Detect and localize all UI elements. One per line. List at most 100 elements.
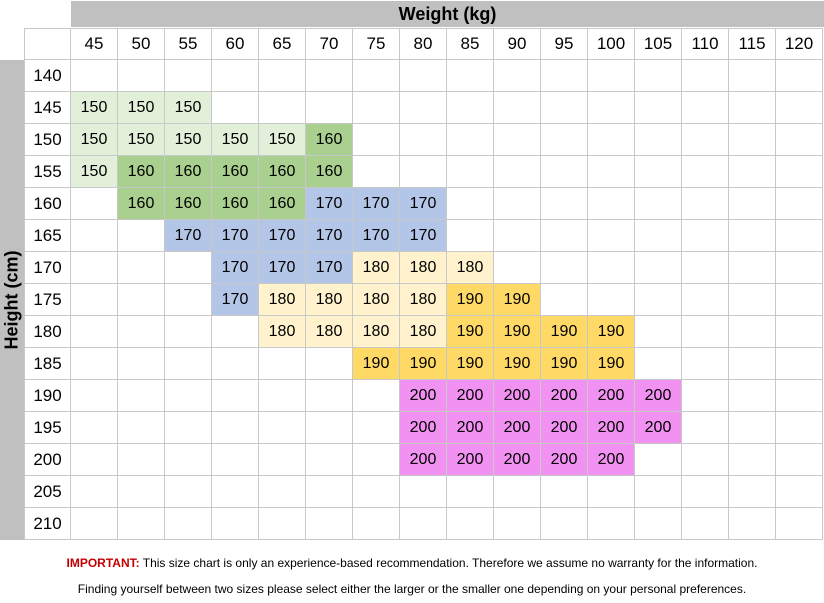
empty-cell bbox=[494, 124, 541, 156]
empty-cell bbox=[541, 252, 588, 284]
size-cell: 200 bbox=[447, 444, 494, 476]
empty-cell bbox=[776, 156, 823, 188]
empty-cell bbox=[729, 444, 776, 476]
empty-cell bbox=[165, 316, 212, 348]
weight-tick-label: 65 bbox=[259, 28, 306, 60]
empty-cell bbox=[212, 412, 259, 444]
size-cell: 150 bbox=[71, 156, 118, 188]
weight-tick-label: 100 bbox=[588, 28, 635, 60]
size-cell: 180 bbox=[306, 316, 353, 348]
size-cell: 200 bbox=[588, 444, 635, 476]
size-cell: 170 bbox=[400, 220, 447, 252]
empty-cell bbox=[400, 476, 447, 508]
size-cell: 190 bbox=[494, 348, 541, 380]
empty-cell bbox=[682, 284, 729, 316]
size-chart: Weight (kg) Height (cm) 45 50 55 60 65 70 75 80… bbox=[0, 1, 824, 540]
empty-cell bbox=[729, 188, 776, 220]
empty-cell bbox=[682, 188, 729, 220]
y-axis-title-box: Height (cm) bbox=[0, 60, 24, 540]
size-cell: 150 bbox=[259, 124, 306, 156]
size-cell: 180 bbox=[306, 284, 353, 316]
size-cell: 190 bbox=[353, 348, 400, 380]
empty-cell bbox=[118, 284, 165, 316]
height-tick-label: 175 bbox=[24, 284, 71, 316]
size-cell: 190 bbox=[494, 316, 541, 348]
grid-corner bbox=[24, 28, 71, 60]
empty-cell bbox=[635, 508, 682, 540]
size-cell: 170 bbox=[306, 188, 353, 220]
height-tick-label: 205 bbox=[24, 476, 71, 508]
empty-cell bbox=[353, 444, 400, 476]
empty-cell bbox=[494, 476, 541, 508]
note-line-2: Finding yourself between two sizes pleas… bbox=[77, 582, 747, 596]
size-cell: 180 bbox=[259, 284, 306, 316]
empty-cell bbox=[729, 60, 776, 92]
empty-cell bbox=[447, 188, 494, 220]
size-cell: 180 bbox=[259, 316, 306, 348]
empty-cell bbox=[118, 476, 165, 508]
empty-cell bbox=[165, 476, 212, 508]
empty-cell bbox=[71, 444, 118, 476]
empty-cell bbox=[588, 508, 635, 540]
weight-tick-label: 115 bbox=[729, 28, 776, 60]
empty-cell bbox=[729, 316, 776, 348]
empty-cell bbox=[400, 92, 447, 124]
empty-cell bbox=[635, 252, 682, 284]
empty-cell bbox=[306, 444, 353, 476]
size-cell: 170 bbox=[212, 220, 259, 252]
empty-cell bbox=[682, 220, 729, 252]
empty-cell bbox=[353, 60, 400, 92]
size-cell: 170 bbox=[353, 220, 400, 252]
empty-cell bbox=[400, 124, 447, 156]
empty-cell bbox=[588, 92, 635, 124]
empty-cell bbox=[259, 508, 306, 540]
empty-cell bbox=[71, 412, 118, 444]
empty-cell bbox=[729, 220, 776, 252]
weight-tick-label: 45 bbox=[71, 28, 118, 60]
empty-cell bbox=[682, 380, 729, 412]
size-cell: 190 bbox=[447, 316, 494, 348]
empty-cell bbox=[118, 348, 165, 380]
empty-cell bbox=[165, 284, 212, 316]
empty-cell bbox=[541, 284, 588, 316]
empty-cell bbox=[71, 348, 118, 380]
empty-cell bbox=[588, 60, 635, 92]
size-cell: 160 bbox=[165, 156, 212, 188]
y-axis-title: Height (cm) bbox=[1, 250, 22, 350]
empty-cell bbox=[447, 124, 494, 156]
empty-cell bbox=[447, 508, 494, 540]
size-cell: 200 bbox=[588, 412, 635, 444]
empty-cell bbox=[541, 156, 588, 188]
empty-cell bbox=[494, 252, 541, 284]
height-tick-label: 165 bbox=[24, 220, 71, 252]
empty-cell bbox=[494, 60, 541, 92]
empty-cell bbox=[353, 92, 400, 124]
empty-cell bbox=[259, 444, 306, 476]
empty-cell bbox=[776, 380, 823, 412]
empty-cell bbox=[541, 124, 588, 156]
empty-cell bbox=[635, 348, 682, 380]
size-cell: 180 bbox=[400, 284, 447, 316]
size-cell: 160 bbox=[118, 188, 165, 220]
empty-cell bbox=[776, 508, 823, 540]
size-cell: 190 bbox=[541, 316, 588, 348]
empty-cell bbox=[682, 476, 729, 508]
size-cell: 200 bbox=[447, 412, 494, 444]
empty-cell bbox=[682, 508, 729, 540]
size-cell: 150 bbox=[71, 92, 118, 124]
weight-tick-label: 60 bbox=[212, 28, 259, 60]
size-cell: 170 bbox=[259, 252, 306, 284]
empty-cell bbox=[635, 284, 682, 316]
empty-cell bbox=[541, 188, 588, 220]
empty-cell bbox=[165, 252, 212, 284]
weight-tick-label: 110 bbox=[682, 28, 729, 60]
empty-cell bbox=[118, 220, 165, 252]
height-tick-label: 140 bbox=[24, 60, 71, 92]
empty-cell bbox=[635, 444, 682, 476]
size-cell: 200 bbox=[635, 412, 682, 444]
size-cell: 200 bbox=[400, 444, 447, 476]
size-cell: 200 bbox=[588, 380, 635, 412]
empty-cell bbox=[212, 92, 259, 124]
size-cell: 180 bbox=[400, 316, 447, 348]
empty-cell bbox=[353, 476, 400, 508]
